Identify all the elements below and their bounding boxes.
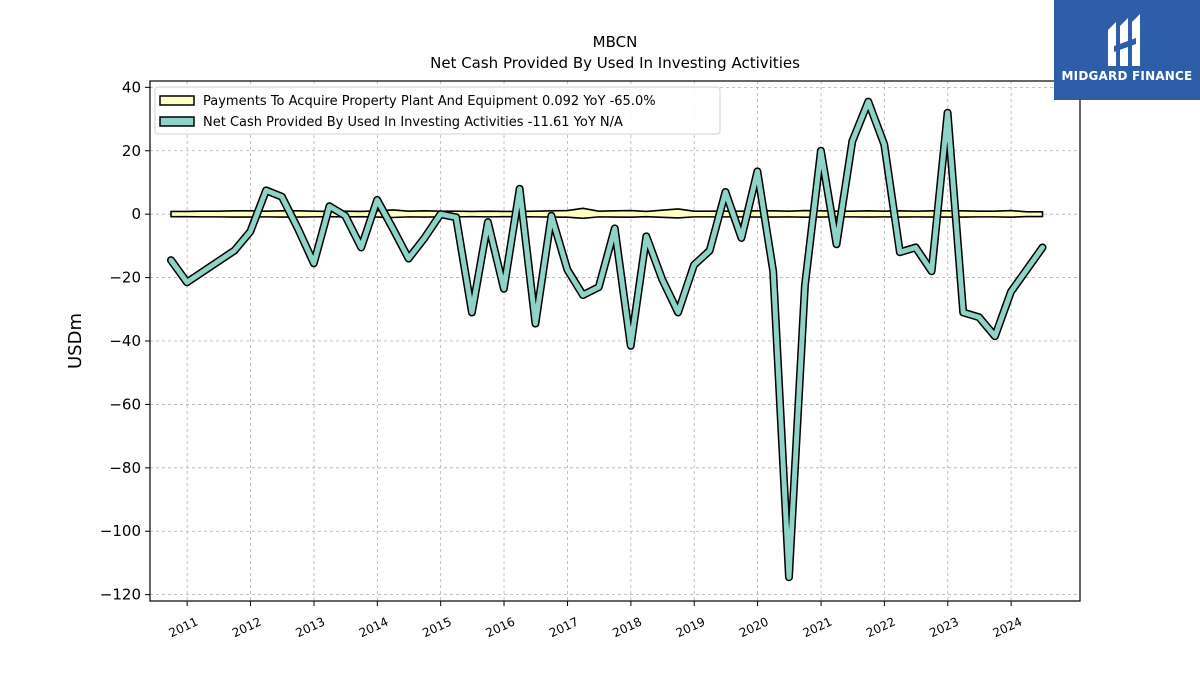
- x-tick-label: 2019: [674, 615, 708, 641]
- legend-label-0: Payments To Acquire Property Plant And E…: [203, 94, 656, 109]
- series-band-0: [170, 207, 1044, 220]
- y-tick-label: −60: [109, 395, 141, 413]
- x-tick-label: 2014: [357, 615, 391, 641]
- x-tick-label: 2013: [294, 615, 328, 641]
- legend-swatch-0: [159, 95, 195, 106]
- series-layer: [166, 97, 1047, 582]
- y-tick-label: −120: [100, 586, 141, 604]
- legend-swatch-1: [159, 116, 195, 127]
- x-tick-label: 2023: [927, 615, 961, 641]
- logo-mark-icon: [1108, 14, 1140, 66]
- legend-label-1: Net Cash Provided By Used In Investing A…: [203, 115, 623, 130]
- y-tick-label: −40: [109, 332, 141, 350]
- chart-title: MBCN: [593, 33, 638, 51]
- y-ticks: 40 20 0 −20 −40 −60 −80 −100 −120: [100, 78, 150, 604]
- x-tick-label: 2012: [230, 615, 264, 641]
- x-tick-label: 2017: [547, 615, 581, 641]
- legend: Payments To Acquire Property Plant And E…: [154, 86, 721, 135]
- x-tick-label: 2018: [610, 615, 644, 641]
- x-tick-label: 2020: [737, 615, 771, 641]
- logo-text: MIDGARD FINANCE: [1061, 69, 1193, 83]
- brand-logo: MIDGARD FINANCE: [1054, 0, 1200, 100]
- x-tick-label: 2024: [991, 615, 1025, 641]
- x-tick-label: 2016: [484, 615, 518, 641]
- series-line-outline-1: [166, 97, 1047, 582]
- legend-box: [154, 86, 721, 135]
- y-tick-label: −20: [109, 269, 141, 287]
- y-tick-label: 20: [122, 142, 141, 160]
- y-axis-label: USDm: [65, 313, 86, 369]
- x-tick-label: 2015: [420, 615, 454, 641]
- x-tick-label: 2022: [864, 615, 898, 641]
- x-ticks: 2011 2012 2013 2014 2015 2016 2017 2018 2019 2020…: [167, 601, 1025, 641]
- y-tick-label: 40: [122, 78, 141, 96]
- chart-subtitle: Net Cash Provided By Used In Investing A…: [430, 54, 800, 72]
- series-line-1: [168, 99, 1046, 580]
- x-tick-label: 2011: [167, 615, 201, 641]
- y-tick-label: 0: [131, 205, 141, 223]
- y-tick-label: −100: [100, 522, 141, 540]
- x-tick-label: 2021: [801, 615, 835, 641]
- y-tick-label: −80: [109, 459, 141, 477]
